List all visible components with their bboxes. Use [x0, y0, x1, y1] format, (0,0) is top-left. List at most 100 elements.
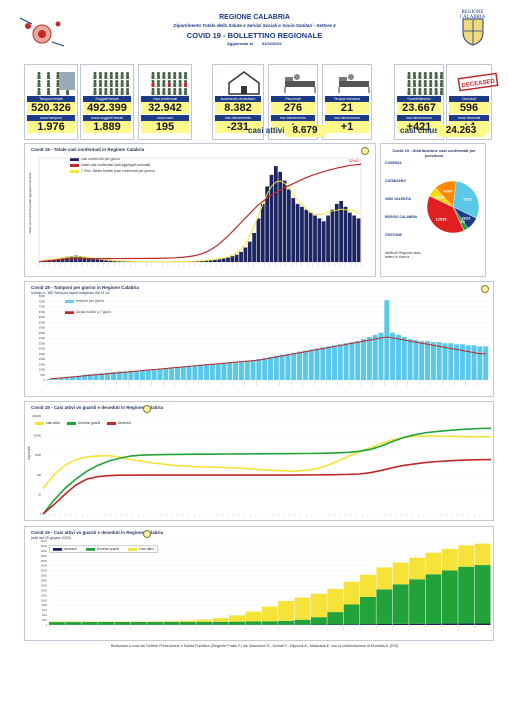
tests-bar — [87, 374, 93, 380]
y-tick-label: 10000 — [41, 600, 48, 602]
tests-bar — [326, 346, 332, 380]
y-axis-label: totale casi confermati (dati aggregati c… — [28, 173, 32, 234]
daily-cases-bar — [91, 258, 95, 262]
calabria-badge-icon — [143, 405, 151, 413]
y-tick-label: 32000 — [41, 546, 48, 548]
legend-item: deceduti — [107, 421, 131, 425]
stat-tile-4: Ricoverati 276 incr./decremento + — [268, 64, 318, 140]
tests-bar — [99, 373, 105, 380]
tile-label: Guariti/dimessi — [397, 96, 441, 102]
stacked-bar-segment — [81, 621, 98, 625]
tests-bar — [320, 347, 326, 380]
tests-bar — [58, 377, 64, 380]
confirmed-cases-panel: Covid 19 - Totale casi confermati in Reg… — [24, 143, 376, 277]
tests-bar — [180, 366, 186, 380]
stacked-bar-segment — [458, 545, 475, 567]
tile-label: Tamponi testati — [27, 96, 75, 102]
daily-cases-bar — [273, 166, 278, 262]
tests-bar — [256, 359, 262, 380]
tests-bar — [302, 350, 308, 380]
tests-bar — [430, 342, 436, 380]
updated-label: Aggiornato al — [227, 41, 253, 46]
tests-bar — [285, 353, 291, 380]
tests-bar — [151, 368, 157, 380]
tests-bar — [134, 370, 140, 380]
legend-item: Dimessi guariti — [85, 547, 119, 551]
tests-bar — [273, 355, 279, 380]
daily-cases-bar — [108, 260, 113, 262]
tile-sublabel: incr./decremento — [397, 115, 441, 121]
daily-cases-bar — [104, 260, 109, 262]
active-cases-label: casi attivi — [248, 126, 285, 135]
chart3-subtitle: Incluso n. 380 Tamponi rapidi antigenici… — [31, 291, 110, 295]
stacked-bar-segment — [474, 565, 491, 624]
y-tick-label: 4000 — [42, 615, 48, 617]
tests-bar — [436, 342, 442, 380]
closed-cases-label: casi chiusi — [400, 126, 441, 135]
stacked-bar-segment — [425, 574, 442, 624]
tile-value: 276 — [271, 102, 315, 114]
department-subtitle: Dipartimento Tutela della Salute e Servi… — [173, 23, 336, 28]
y-tick-label: 4000 — [39, 336, 46, 340]
stat-tile-6: Guariti/dimessi 23.667 incr./decremento … — [394, 64, 444, 140]
y-tick-label: 1000 — [39, 368, 46, 372]
y-tick-label: 18000 — [41, 581, 48, 583]
pie-value-label: 12535 — [435, 216, 447, 221]
daily-cases-bar — [356, 218, 361, 262]
daily-cases-bar — [226, 257, 230, 262]
legend-item: casi confermati per giorno — [70, 156, 155, 162]
stat-tile-3: Isolamento domiciliare 8.382 incr./decre… — [212, 64, 264, 140]
pie-legend-item: VIBO VALENTIA — [385, 197, 411, 201]
tests-bar — [192, 365, 198, 380]
y-tick-label: 2000 — [39, 357, 46, 361]
tests-bar — [349, 342, 355, 380]
tests-bar — [477, 346, 483, 380]
stacked-bar-segment — [179, 621, 196, 625]
end-value-label: 32942 — [349, 159, 359, 163]
daily-cases-bar — [278, 171, 283, 262]
pie-legend-item: REGGIO CALABRIA — [385, 215, 418, 219]
credits-footer: Realizzato a cura del Settore Prevenzion… — [110, 644, 399, 648]
stacked-bar-segment — [130, 621, 147, 625]
recovered-people-icon — [400, 68, 452, 95]
stacked-bar-segment — [376, 589, 393, 624]
tests-bar — [93, 373, 99, 380]
tile-label: Deceduti — [449, 96, 489, 102]
daily-cases-bar — [352, 215, 357, 262]
y-tick-label: 7000 — [39, 305, 46, 309]
y-tick-label: 22000 — [41, 571, 48, 573]
daily-cases-bar — [347, 212, 352, 262]
stacked-bar-segment — [114, 621, 131, 625]
regione-calabria-logo: REGIONE CALABRIA — [450, 10, 495, 55]
daily-cases-bar — [47, 260, 52, 262]
house-icon — [218, 68, 270, 95]
tests-bar — [47, 378, 53, 380]
tests-bar — [64, 376, 70, 380]
daily-cases-bar — [243, 247, 248, 262]
daily-cases-bar — [308, 212, 313, 262]
chart5-legend: deceduti Dimessi guariti Casi attivi — [49, 545, 158, 553]
pie-legend-item: COSENZA — [385, 161, 402, 165]
tests-bar — [157, 368, 163, 380]
daily-cases-bar — [239, 251, 243, 262]
stacked-bar-segment — [229, 615, 245, 622]
chart3-title: Covid 19 - Tamponi per giorno in Regione… — [31, 285, 139, 290]
stacked-bar-segment — [343, 581, 360, 605]
stacked-bar-segment — [376, 623, 393, 625]
active-vs-recovered-panel: Covid 19 - Casi attivi vs guariti e dece… — [24, 401, 494, 521]
icu-bed-icon — [328, 68, 380, 95]
y-tick-label: 3500 — [39, 341, 46, 345]
tests-bar — [140, 370, 146, 380]
tests-bar — [116, 371, 122, 380]
stacked-bar-segment — [376, 567, 393, 590]
province-distribution-panel: Covid 19 - Distribuzione casi confermati… — [380, 143, 486, 277]
y-tick-label: 7500 — [39, 299, 46, 303]
stacked-bar-segment — [392, 623, 409, 625]
tests-bar — [174, 366, 180, 380]
stacked-bar-segment — [196, 619, 213, 622]
people-infected-icon — [144, 68, 196, 95]
covid-logo-graphic — [18, 14, 68, 49]
daily-cases-bar — [343, 206, 348, 262]
stacked-bar-segment — [245, 611, 262, 622]
